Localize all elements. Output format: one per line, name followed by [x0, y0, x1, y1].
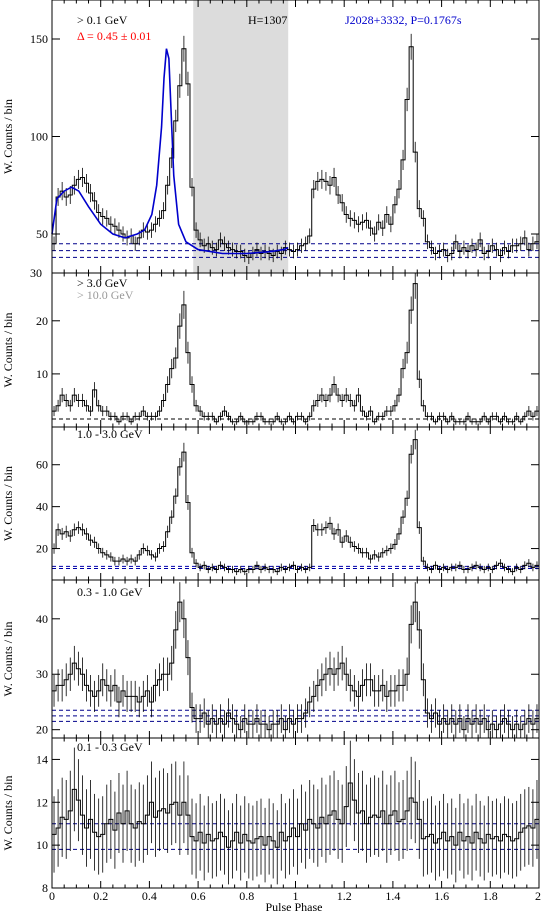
histogram-line	[52, 46, 539, 258]
y-tick-label: 100	[30, 130, 48, 144]
x-tick-label: 1.6	[434, 889, 449, 903]
y-tick-label: 20	[36, 542, 48, 556]
y-tick-label: 20	[36, 723, 48, 737]
x-tick-label: 0.2	[93, 889, 108, 903]
histogram-line	[52, 782, 539, 848]
offpulse-shaded-region	[193, 0, 289, 273]
histogram-line	[52, 601, 539, 731]
y-axis-label: W. Counts / bin	[1, 776, 15, 851]
x-tick-label: 0.6	[191, 889, 206, 903]
histogram-bins	[52, 740, 539, 885]
histogram-bins	[52, 582, 539, 738]
panel-frame	[51, 579, 540, 739]
y-tick-label: 10	[36, 838, 48, 852]
panel-frame	[51, 426, 540, 581]
panel-1-3-gev: 20 40 60 1.0 - 3.0 GeV W. Counts / bin	[1, 426, 540, 581]
y-tick-label: 50	[36, 227, 48, 241]
histogram-line	[52, 283, 539, 423]
y-tick-label: 8	[42, 881, 48, 895]
x-tick-label: 1	[293, 889, 299, 903]
x-tick-label: 2	[535, 889, 541, 903]
energy-label-high: > 10.0 GeV	[77, 288, 134, 302]
y-tick-label: 14	[36, 752, 48, 766]
x-tick-label: 1.8	[483, 889, 498, 903]
x-tick-label: 1.2	[337, 889, 352, 903]
fit-curve	[51, 48, 289, 255]
panel-axes: 8 10 12 14	[36, 737, 540, 895]
x-tick-label: 1.4	[385, 889, 400, 903]
histogram-line	[52, 439, 539, 573]
energy-label: 0.3 - 1.0 GeV	[77, 585, 143, 599]
energy-label: 1.0 - 3.0 GeV	[77, 427, 143, 441]
y-tick-label: 10	[36, 367, 48, 381]
y-tick-label: 60	[36, 458, 48, 472]
y-axis-label: W. Counts / bin	[1, 622, 15, 697]
y-axis-label: W. Counts / bin	[1, 466, 15, 541]
energy-label: > 3.0 GeV	[77, 276, 128, 290]
energy-label: 0.1 - 0.3 GeV	[77, 740, 143, 754]
panel-axes: 20 30 40	[36, 579, 540, 739]
y-tick-label: 12	[36, 795, 48, 809]
histogram-bins	[52, 33, 539, 265]
x-tick-label: 0.8	[239, 889, 254, 903]
h-test-label: H=1307	[248, 13, 287, 27]
y-tick-label: 150	[30, 32, 48, 46]
pulsar-label: J2028+3332, P=0.1767s	[345, 13, 462, 27]
y-axis-label: W. Counts / bin	[1, 99, 15, 174]
panel-above-3-gev: 10 20 > 3.0 GeV > 10.0 GeV W. Counts / bi…	[1, 272, 540, 428]
x-tick-label: 0	[49, 889, 55, 903]
y-tick-label: 20	[36, 314, 48, 328]
energy-label: > 0.1 GeV	[77, 13, 128, 27]
panel-0p3-1-gev: 20 30 40 0.3 - 1.0 GeV W. Counts / bin	[1, 579, 540, 739]
panel-above-0p1-gev: 50 100 150 > 0.1 GeV Δ = 0.45 ± 0.01 H=130…	[1, 0, 540, 280]
y-tick-label: 30	[36, 667, 48, 681]
y-tick-label: 40	[36, 612, 48, 626]
y-tick-label: 40	[36, 500, 48, 514]
delta-label: Δ = 0.45 ± 0.01	[77, 29, 151, 43]
y-axis-label: W. Counts / bin	[1, 313, 15, 388]
histogram-bins	[52, 429, 539, 576]
x-axis-label: Pulse Phase	[266, 900, 323, 914]
y-bottom-value-label: 30	[30, 266, 42, 280]
histogram-bins	[52, 273, 539, 425]
x-tick-label: 0.4	[142, 889, 157, 903]
